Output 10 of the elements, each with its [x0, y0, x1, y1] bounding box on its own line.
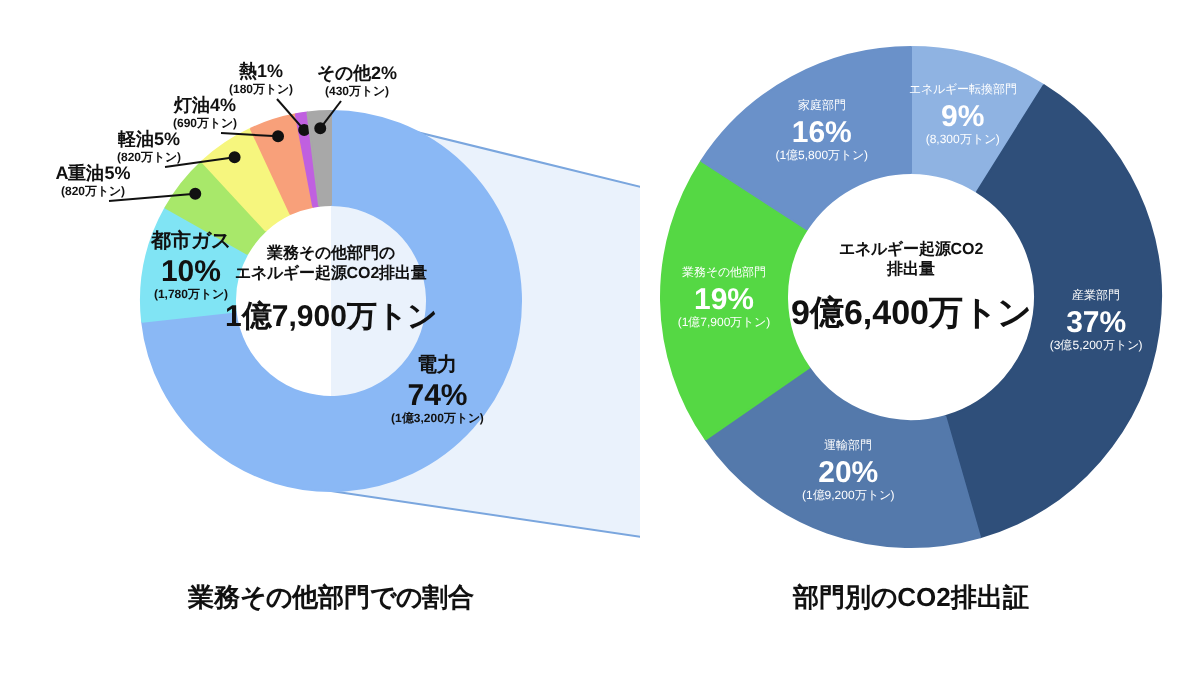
- text: 業務その他部門の: [265, 244, 395, 262]
- text: 部門別のCO2排出証: [791, 582, 1029, 612]
- text: 排出量: [885, 260, 935, 278]
- text: 9億6,400万トン: [791, 294, 1031, 332]
- text: エネルギー起源CO2排出量: [234, 264, 428, 282]
- text: エネルギー起源CO2: [838, 240, 985, 258]
- text: 1億7,900万トン: [225, 300, 437, 334]
- slice-label: 都市ガス: [148, 229, 231, 254]
- slice-label: 電力: [417, 353, 458, 378]
- text: 業務その他部門での割合: [186, 582, 474, 612]
